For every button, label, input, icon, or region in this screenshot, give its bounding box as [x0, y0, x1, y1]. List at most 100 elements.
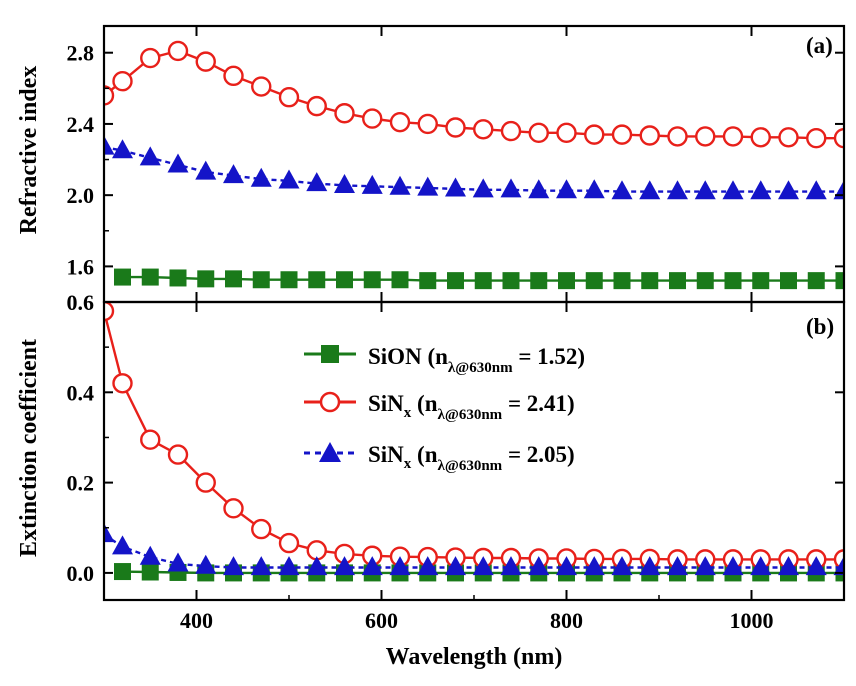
- data-point-a-sion-410: [197, 270, 215, 288]
- data-point-b-sinx-2-05-1070: [805, 556, 827, 576]
- data-point-a-sion-770: [530, 272, 548, 290]
- legend-nsub-sinx-241: λ@630nm: [438, 407, 503, 423]
- data-point-a-sion-530: [308, 271, 326, 289]
- panel-b: 0.0 0.2 0.4 400 600 800 1000 (b) Extinction co…: [16, 300, 846, 670]
- data-point-b-sinx-2-05-950: [694, 556, 716, 576]
- data-point-a-sinx-2-05-710: [472, 178, 494, 198]
- data-point-a-sion-800: [558, 272, 575, 290]
- legend-marker-sinx-241: [319, 391, 341, 413]
- data-point-b-sinx-2-41-500: [278, 532, 300, 554]
- xtick-label-800: 800: [550, 608, 583, 633]
- data-point-a-sion-1040: [780, 272, 797, 290]
- data-point-a-sinx-2-05-590: [361, 174, 383, 194]
- data-point-a-sion-1100: [835, 272, 844, 290]
- data-point-b-sinx-2-41-410: [195, 472, 216, 493]
- data-point-a-sinx-2-41-530: [306, 95, 327, 117]
- data-point-a-sinx-2-05-1010: [750, 180, 772, 200]
- data-point-a-sinx-2-41-410: [195, 51, 216, 72]
- data-point-a-sinx-2-41-830: [584, 124, 605, 145]
- data-point-a-sinx-2-41-560: [334, 103, 355, 124]
- legend-marker-sion: [321, 345, 339, 363]
- data-point-b-sinx-2-05-380: [167, 552, 189, 572]
- legend-text-sinx-205: SiNx (nλ@630nm = 2.05): [368, 442, 575, 474]
- data-point-a-sinx-2-05-560: [334, 173, 355, 193]
- panel-b-label: (b): [806, 314, 834, 339]
- data-point-a-sinx-2-41-300: [104, 85, 115, 106]
- ytick-label-a-2-4: 2.4: [67, 112, 95, 137]
- data-point-a-sion-320: [114, 268, 131, 286]
- legend-subx-sinx-205: x: [404, 456, 412, 472]
- data-point-b-sinx-2-05-410: [195, 554, 217, 574]
- data-point-a-sinx-2-41-500: [278, 87, 300, 108]
- data-point-a-sinx-2-05-350: [139, 146, 161, 166]
- data-point-b-sinx-2-41-350: [140, 429, 161, 450]
- data-point-b-sinx-2-05-350: [139, 545, 161, 565]
- xtick-label-400: 400: [180, 608, 213, 633]
- data-point-a-sion-440: [225, 270, 242, 288]
- legend-paren-sinx-205: (: [411, 442, 424, 467]
- ytick-label-b-0-2: 0.2: [67, 471, 95, 496]
- data-point-b-sinx-2-05-770: [528, 556, 550, 576]
- data-point-a-sinx-2-05-410: [195, 160, 217, 180]
- legend-value-sion: = 1.52): [513, 344, 586, 369]
- data-point-b-sinx-2-05-440: [223, 556, 244, 576]
- data-point-b-sinx-2-05-1100: [833, 556, 844, 576]
- data-point-b-sinx-2-05-590: [361, 556, 383, 576]
- data-point-a-sinx-2-41-1070: [806, 127, 827, 149]
- data-point-b-sinx-2-05-1040: [778, 556, 799, 576]
- data-point-a-sinx-2-05-470: [250, 167, 272, 187]
- xtick-label-1000: 1000: [730, 608, 774, 633]
- legend-paren-sion: (: [422, 344, 435, 369]
- data-point-b-sinx-2-41-300: [104, 302, 115, 322]
- data-point-a-sinx-2-41-740: [500, 120, 522, 142]
- data-point-a-sinx-2-05-950: [694, 180, 716, 200]
- legend-value-sinx-205: = 2.05): [502, 442, 575, 467]
- data-point-a-sion-1010: [752, 272, 770, 290]
- data-point-a-sinx-2-05-680: [445, 177, 466, 197]
- data-point-a-sinx-2-05-800: [556, 179, 577, 199]
- data-point-b-sinx-2-05-560: [334, 556, 355, 576]
- data-point-a-sion-680: [447, 272, 464, 290]
- data-point-a-sinx-2-05-1040: [778, 180, 799, 200]
- series-line-a-sinx-2-41: [104, 49, 844, 140]
- series-b-sinx-2-05: [104, 523, 844, 576]
- legend-entry-sinx-205: SiNx (nλ@630nm = 2.05): [304, 442, 575, 474]
- legend-value-sinx-241: = 2.41): [502, 391, 575, 416]
- data-point-a-sinx-2-05-860: [611, 180, 633, 200]
- data-point-a-sinx-2-41-380: [167, 40, 189, 62]
- data-point-b-sinx-2-05-530: [306, 556, 328, 576]
- series-a-sion: [114, 268, 844, 290]
- data-point-b-sinx-2-05-890: [639, 556, 661, 576]
- data-point-a-sion-860: [613, 272, 631, 290]
- legend: SiON (nλ@630nm = 1.52) SiNx (nλ@630nm = …: [304, 344, 585, 474]
- legend-material-sinx-241: SiN: [368, 391, 404, 416]
- data-point-a-sinx-2-41-980: [722, 126, 744, 147]
- data-point-a-sinx-2-05-300: [104, 135, 115, 155]
- data-point-a-sinx-2-05-650: [417, 176, 439, 196]
- ytick-label-b-0-0: 0.0: [67, 561, 95, 586]
- data-point-a-sion-830: [585, 272, 603, 290]
- data-point-a-sinx-2-41-590: [362, 108, 383, 129]
- series-a-sinx-2-41: [104, 40, 844, 149]
- data-point-b-sinx-2-05-470: [250, 556, 272, 576]
- data-point-a-sion-980: [724, 272, 742, 290]
- data-point-a-sion-590: [363, 271, 381, 289]
- data-point-a-sion-380: [169, 269, 187, 287]
- data-point-a-sion-500: [280, 271, 298, 289]
- legend-n-sinx-205: n: [425, 442, 438, 467]
- data-point-a-sinx-2-05-620: [389, 175, 411, 195]
- legend-text-sinx-241: SiNx (nλ@630nm = 2.41): [368, 391, 575, 423]
- data-point-a-sinx-2-05-980: [722, 180, 744, 200]
- data-point-b-sinx-2-05-920: [667, 556, 688, 576]
- series-line-b-sinx-2-41: [104, 310, 844, 561]
- legend-marker-sinx-205: [319, 442, 341, 462]
- data-point-a-sinx-2-05-1070: [805, 180, 827, 200]
- data-point-a-sion-740: [502, 272, 520, 290]
- data-point-b-sinx-2-05-1010: [750, 556, 772, 576]
- data-point-a-sinx-2-41-320: [112, 70, 133, 92]
- data-point-a-sinx-2-05-320: [112, 139, 133, 159]
- ytick-label-shared-top-b: 0.6: [67, 290, 95, 315]
- legend-nsub-sion: λ@630nm: [448, 360, 513, 376]
- data-point-a-sinx-2-05-500: [278, 169, 300, 189]
